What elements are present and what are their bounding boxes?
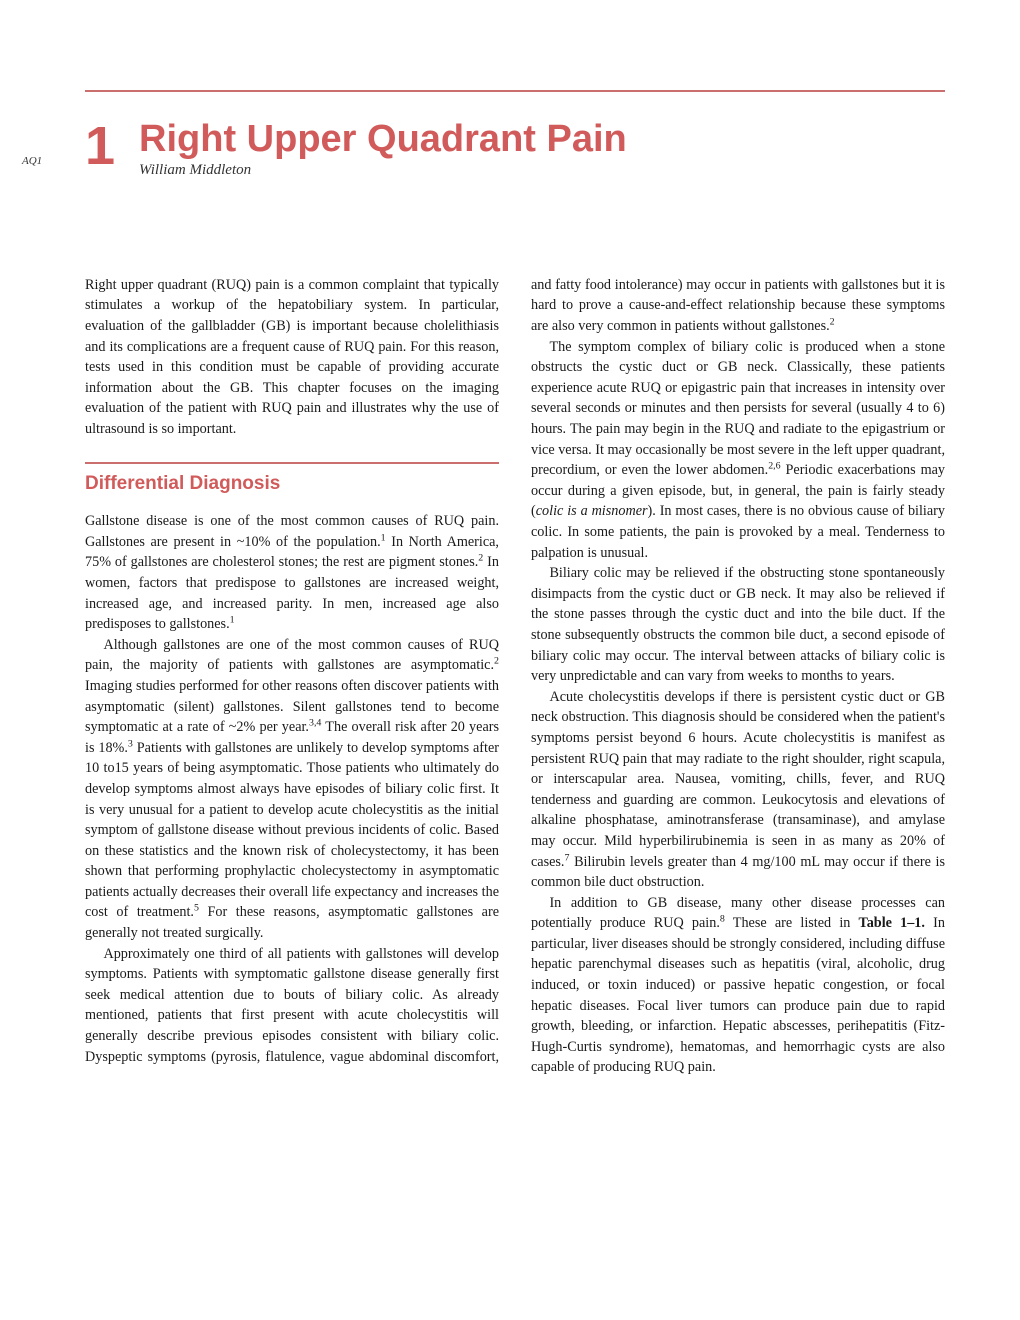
body-paragraph: Although gallstones are one of the most …: [85, 635, 499, 944]
chapter-header: 1 Right Upper Quadrant Pain William Midd…: [85, 120, 945, 179]
italic-phrase: colic is a misnomer: [536, 503, 648, 519]
citation-sup: 3,4: [309, 717, 321, 728]
margin-query-note: AQ1: [22, 155, 42, 167]
section-rule: [85, 462, 499, 464]
page-container: 1 Right Upper Quadrant Pain William Midd…: [0, 0, 1020, 1320]
chapter-title-block: Right Upper Quadrant Pain William Middle…: [139, 120, 945, 179]
citation-sup: 2: [494, 656, 499, 667]
body-paragraph: Gallstone disease is one of the most com…: [85, 511, 499, 635]
table-reference: Table 1–1.: [859, 915, 925, 931]
citation-sup: 2: [830, 316, 835, 327]
top-rule: [85, 90, 945, 92]
chapter-number: 1: [85, 122, 115, 171]
chapter-title: Right Upper Quadrant Pain: [139, 120, 945, 160]
body-paragraph: Acute cholecystitis develops if there is…: [531, 687, 945, 893]
citation-sup: 2,6: [768, 461, 780, 472]
chapter-author: William Middleton: [139, 162, 945, 179]
intro-paragraph: Right upper quadrant (RUQ) pain is a com…: [85, 275, 499, 440]
body-paragraph: The symptom complex of biliary colic is …: [531, 337, 945, 564]
body-paragraph: Biliary colic may be relieved if the obs…: [531, 563, 945, 687]
body-text-columns: Right upper quadrant (RUQ) pain is a com…: [85, 275, 945, 1078]
body-paragraph: In addition to GB disease, many other di…: [531, 893, 945, 1078]
citation-sup: 1: [230, 614, 235, 625]
section-heading-differential: Differential Diagnosis: [85, 470, 499, 498]
